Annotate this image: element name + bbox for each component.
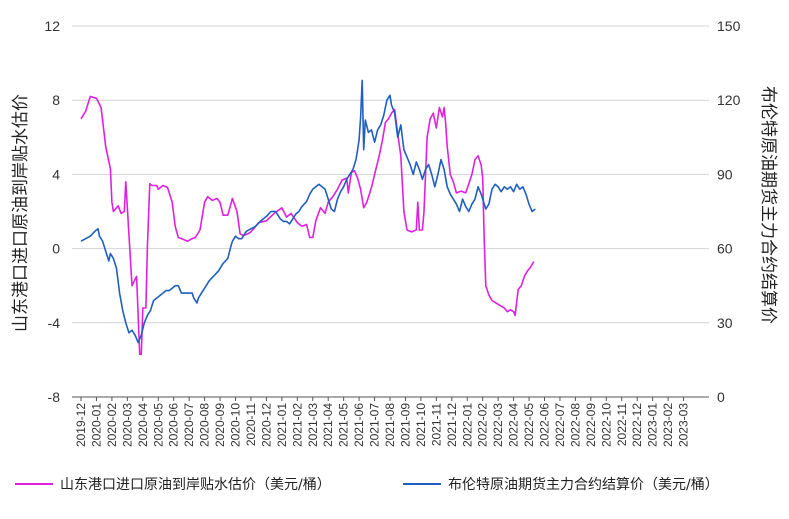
x-tick-label: 2022-08 xyxy=(568,403,582,447)
x-tick-label: 2020-09 xyxy=(213,403,227,447)
x-tick-label: 2020-02 xyxy=(105,403,119,447)
x-tick-label: 2023-02 xyxy=(661,403,675,447)
x-tick-label: 2022-12 xyxy=(630,403,644,447)
right-tick-label: 0 xyxy=(717,389,725,405)
right-tick-label: 90 xyxy=(717,166,733,182)
left-axis-title: 山东港口进口原油到岸贴水估价 xyxy=(11,94,31,332)
x-tick-label: 2020-12 xyxy=(259,403,273,447)
x-axis-ticks: 2019-12 2020-01 2020-02 2020-03 2020-04 2020-… xyxy=(74,397,691,447)
x-tick-label: 2021-07 xyxy=(368,403,382,447)
x-tick-label: 2021-09 xyxy=(398,403,412,447)
x-tick-label: 2021-02 xyxy=(290,403,304,447)
left-axis-ticks: -8 -4 0 4 8 12 xyxy=(44,18,60,405)
left-tick-label: 8 xyxy=(52,92,60,108)
x-tick-label: 2020-06 xyxy=(167,403,181,447)
x-tick-label: 2023-03 xyxy=(677,403,691,447)
x-tick-label: 2022-04 xyxy=(507,403,521,447)
left-tick-label: -8 xyxy=(48,389,61,405)
x-tick-label: 2020-03 xyxy=(120,403,134,447)
x-tick-label: 2023-01 xyxy=(646,403,660,447)
x-tick-label: 2021-10 xyxy=(414,403,428,447)
x-tick-label: 2022-01 xyxy=(460,403,474,447)
left-tick-label: -4 xyxy=(48,315,61,331)
x-tick-label: 2020-07 xyxy=(182,403,196,447)
x-tick-label: 2019-12 xyxy=(74,403,88,447)
x-tick-label: 2021-12 xyxy=(445,403,459,447)
x-tick-label: 2020-11 xyxy=(244,403,258,446)
x-tick-label: 2022-09 xyxy=(584,403,598,447)
x-tick-label: 2022-07 xyxy=(553,403,567,447)
x-tick-label: 2020-08 xyxy=(198,403,212,447)
x-tick-label: 2022-10 xyxy=(599,403,613,447)
x-tick-label: 2021-03 xyxy=(306,403,320,447)
x-tick-label: 2022-11 xyxy=(615,403,629,446)
x-tick-label: 2022-05 xyxy=(522,403,536,447)
legend: 山东港口进口原油到岸贴水估价（美元/桶） 布伦特原油期货主力合约结算价（美元/桶… xyxy=(15,476,719,493)
legend-label-pink: 山东港口进口原油到岸贴水估价（美元/桶） xyxy=(60,477,331,493)
right-axis-title: 布伦特原油期货主力合约结算价 xyxy=(758,86,778,324)
right-axis-ticks: 0 30 60 90 120 150 xyxy=(717,18,741,405)
right-tick-label: 120 xyxy=(717,92,741,108)
x-tick-label: 2022-03 xyxy=(491,403,505,447)
right-tick-label: 60 xyxy=(717,241,733,257)
left-tick-label: 0 xyxy=(52,241,60,257)
gridlines xyxy=(72,25,709,324)
x-tick-label: 2020-01 xyxy=(89,403,103,447)
left-tick-label: 4 xyxy=(52,166,60,182)
x-tick-label: 2021-08 xyxy=(383,403,397,447)
right-tick-label: 30 xyxy=(717,315,733,331)
x-tick-label: 2021-04 xyxy=(321,403,335,447)
x-tick-label: 2021-11 xyxy=(429,403,443,446)
x-tick-label: 2020-10 xyxy=(229,403,243,447)
legend-label-blue: 布伦特原油期货主力合约结算价（美元/桶） xyxy=(448,476,719,493)
right-tick-label: 150 xyxy=(717,18,741,34)
left-tick-label: 12 xyxy=(44,18,60,34)
series-line-shandong-discount xyxy=(80,95,535,356)
x-tick-label: 2020-04 xyxy=(136,403,150,447)
x-tick-label: 2021-05 xyxy=(337,403,351,447)
x-tick-label: 2020-05 xyxy=(151,403,165,447)
series-lines xyxy=(80,79,536,356)
x-tick-label: 2022-02 xyxy=(476,403,490,447)
x-tick-label: 2021-01 xyxy=(275,403,289,447)
x-tick-label: 2021-06 xyxy=(352,403,366,447)
series-line-brent-price xyxy=(80,79,536,344)
x-tick-label: 2022-06 xyxy=(538,403,552,447)
